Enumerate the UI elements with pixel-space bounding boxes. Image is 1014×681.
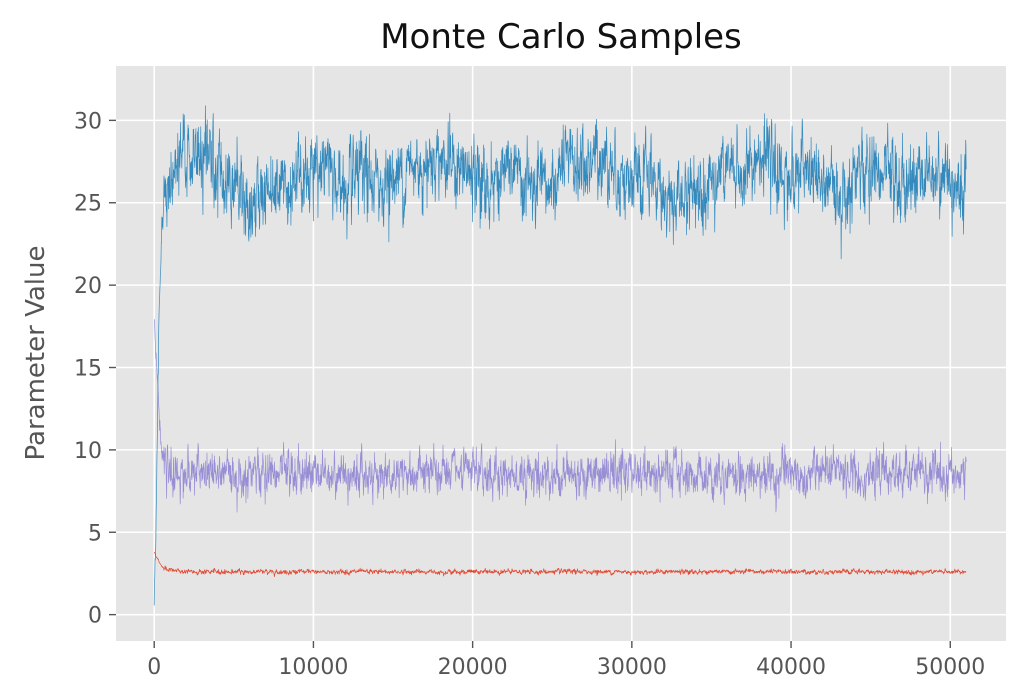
y-tick-label: 25 bbox=[74, 192, 102, 217]
x-tick-label: 10000 bbox=[278, 655, 348, 680]
series-line-1 bbox=[153, 319, 967, 513]
x-tick-label: 30000 bbox=[597, 655, 667, 680]
x-tick-label: 0 bbox=[147, 655, 161, 680]
x-tick-label: 40000 bbox=[756, 655, 826, 680]
x-tick-label: 50000 bbox=[915, 655, 985, 680]
tick-layer: 0 10000 20000 30000 40000 50000 0 5 10 15 20 25 30 bbox=[74, 109, 985, 680]
y-tick-label: 15 bbox=[74, 357, 102, 382]
series-layer bbox=[153, 105, 967, 606]
series-line-0 bbox=[153, 105, 967, 606]
y-tick-label: 30 bbox=[74, 109, 102, 134]
y-tick-label: 10 bbox=[74, 439, 102, 464]
x-tick-label: 20000 bbox=[438, 655, 508, 680]
y-tick-label: 0 bbox=[88, 604, 102, 629]
chart-title: Monte Carlo Samples bbox=[380, 17, 742, 57]
series-line-2 bbox=[153, 551, 967, 577]
y-tick-label: 20 bbox=[74, 274, 102, 299]
y-tick-label: 5 bbox=[88, 521, 102, 546]
y-axis-label: Parameter Value bbox=[21, 246, 51, 461]
grid bbox=[116, 66, 1006, 641]
